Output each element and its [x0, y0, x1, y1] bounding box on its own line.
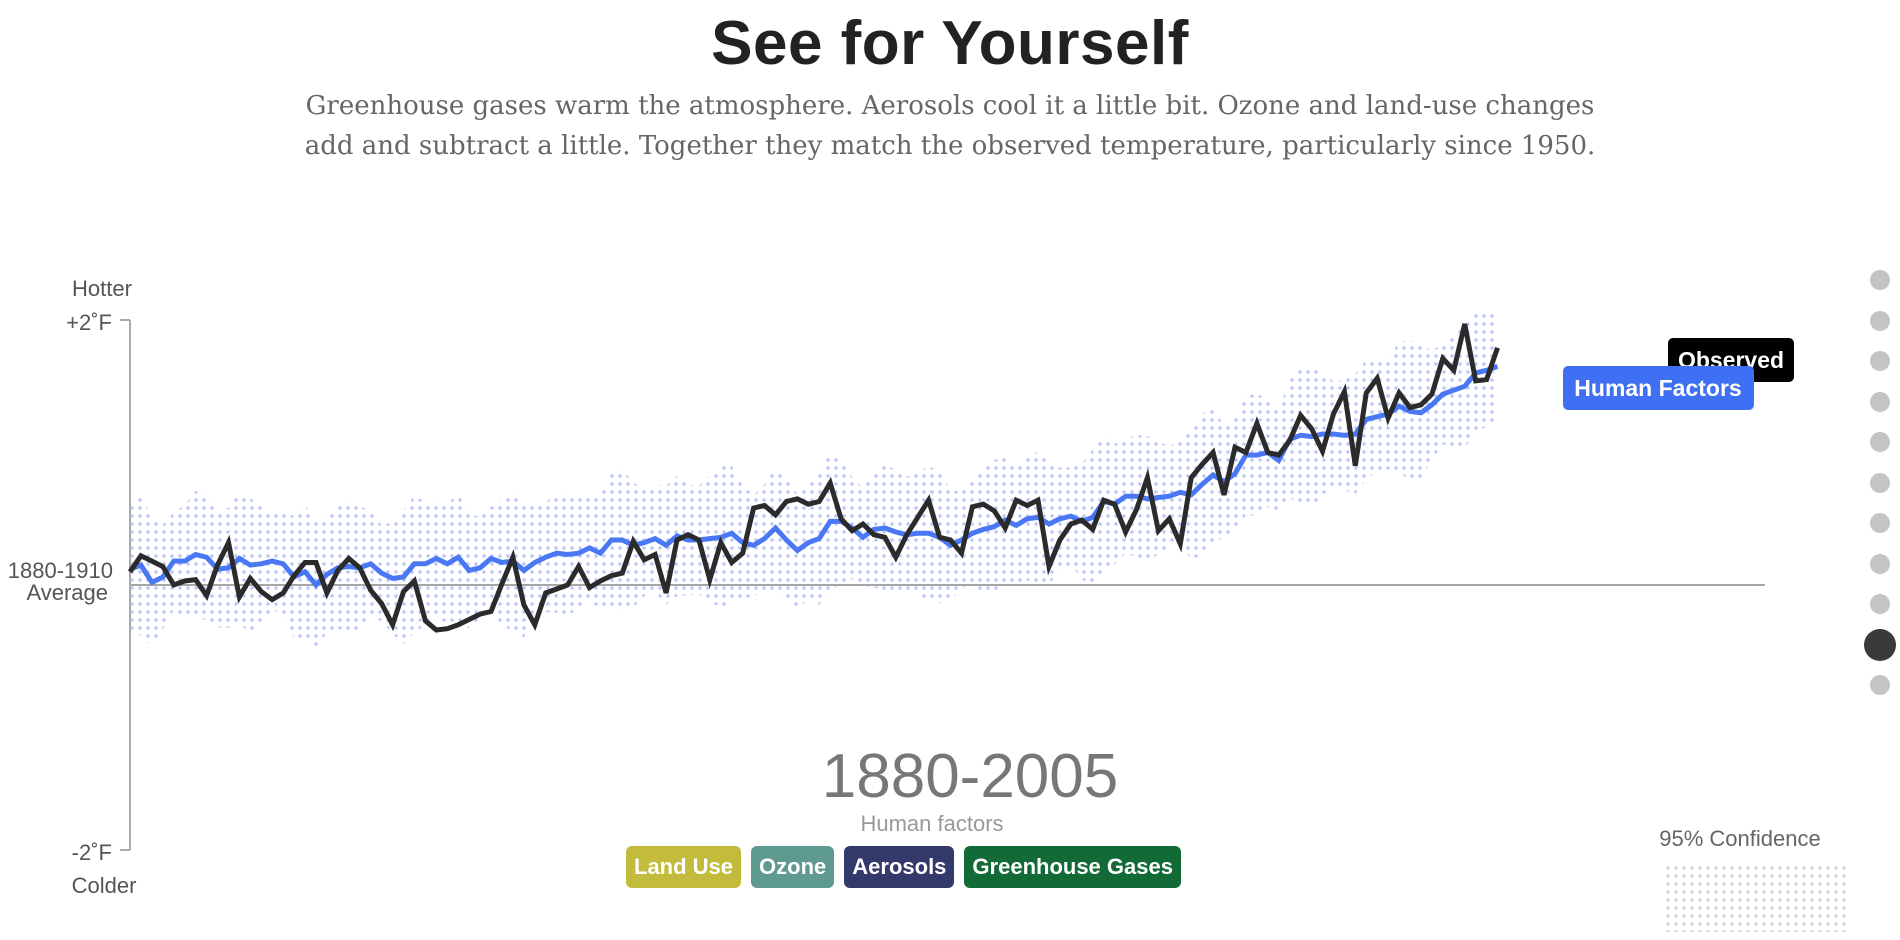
confidence-legend-swatch: [1664, 862, 1846, 932]
confidence-legend-label: 95% Confidence: [1659, 826, 1821, 851]
series-lines: [127, 323, 1500, 633]
axis-label-colder: Colder: [72, 873, 137, 898]
human-factors-label: Human Factors: [1563, 366, 1754, 410]
page-subtitle: Greenhouse gases warm the atmosphere. Ae…: [250, 86, 1650, 166]
nav-dot-9[interactable]: [1870, 594, 1890, 614]
factor-button-greenhouse-gases[interactable]: Greenhouse Gases: [964, 846, 1181, 888]
axis-label-average-years: 1880-1910: [8, 558, 113, 583]
nav-dot-1[interactable]: [1870, 270, 1890, 290]
y-axis: [120, 319, 131, 851]
period-years: 1880-2005: [822, 742, 1119, 811]
subtitle-line-1: Greenhouse gases warm the atmosphere. Ae…: [305, 91, 1595, 121]
confidence-band: [130, 307, 1498, 649]
period-caption: Human factors: [860, 811, 1003, 836]
nav-dot-8[interactable]: [1870, 553, 1890, 574]
nav-dot-7[interactable]: [1870, 513, 1890, 533]
nav-dot-5[interactable]: [1870, 432, 1890, 452]
axis-tick-bottom: -2˚F: [72, 840, 112, 865]
factor-button-land-use[interactable]: Land Use: [626, 846, 742, 888]
nav-dot-11[interactable]: [1870, 675, 1890, 695]
factor-button-aerosols[interactable]: Aerosols: [844, 846, 955, 888]
nav-dot-2[interactable]: [1870, 310, 1890, 331]
axis-label-hotter: Hotter: [72, 276, 132, 301]
observed-line: [127, 323, 1500, 633]
axis-tick-top: +2˚F: [66, 310, 112, 335]
factor-button-ozone[interactable]: Ozone: [751, 846, 835, 888]
page-title: See for Yourself: [711, 9, 1189, 78]
nav-dot-10[interactable]: [1864, 628, 1896, 661]
human-factors-label-text: Human Factors: [1574, 375, 1741, 401]
nav-dot-6[interactable]: [1870, 472, 1890, 493]
nav-dot-4[interactable]: [1870, 391, 1890, 412]
axis-label-average: Average: [26, 580, 108, 605]
nav-dot-3[interactable]: [1870, 351, 1890, 371]
confidence-band-area: [130, 307, 1498, 649]
factor-buttons: Land Use Ozone Aerosols Greenhouse Gases: [626, 846, 1181, 888]
subtitle-line-2: add and subtract a little. Together they…: [304, 131, 1596, 161]
